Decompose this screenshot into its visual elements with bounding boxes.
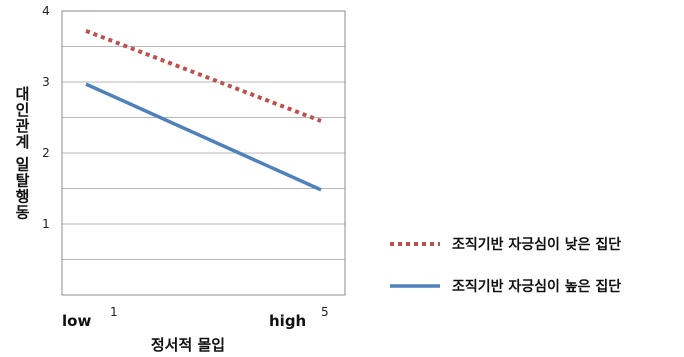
y-tick-label-1: 1 [42, 217, 50, 231]
y-tick-label-3: 3 [42, 75, 50, 89]
series-layer [85, 29, 322, 192]
legend-label-low-group: 조직기반 자긍심이 낮은 집단 [452, 236, 621, 253]
grid-lines [62, 46, 345, 260]
plot-area [61, 10, 346, 296]
legend: 조직기반 자긍심이 낮은 집단 조직기반 자긍심이 높은 집단 [390, 236, 621, 295]
y-tick-label-2: 2 [42, 146, 50, 160]
series-line-high-group [85, 82, 322, 192]
x-tick-label-5: 5 [321, 305, 329, 319]
y-axis-title: 대인관계 일탈행동 [13, 86, 31, 220]
x-axis-title: 정서적 몰입 [151, 336, 225, 354]
series-line-low-group [85, 29, 322, 123]
legend-label-high-group: 조직기반 자긍심이 높은 집단 [452, 278, 621, 295]
x-axis-word-low: low [62, 312, 91, 330]
x-axis-word-high: high [269, 312, 306, 330]
y-tick-label-4: 4 [42, 4, 50, 18]
x-tick-label-1: 1 [110, 305, 118, 319]
